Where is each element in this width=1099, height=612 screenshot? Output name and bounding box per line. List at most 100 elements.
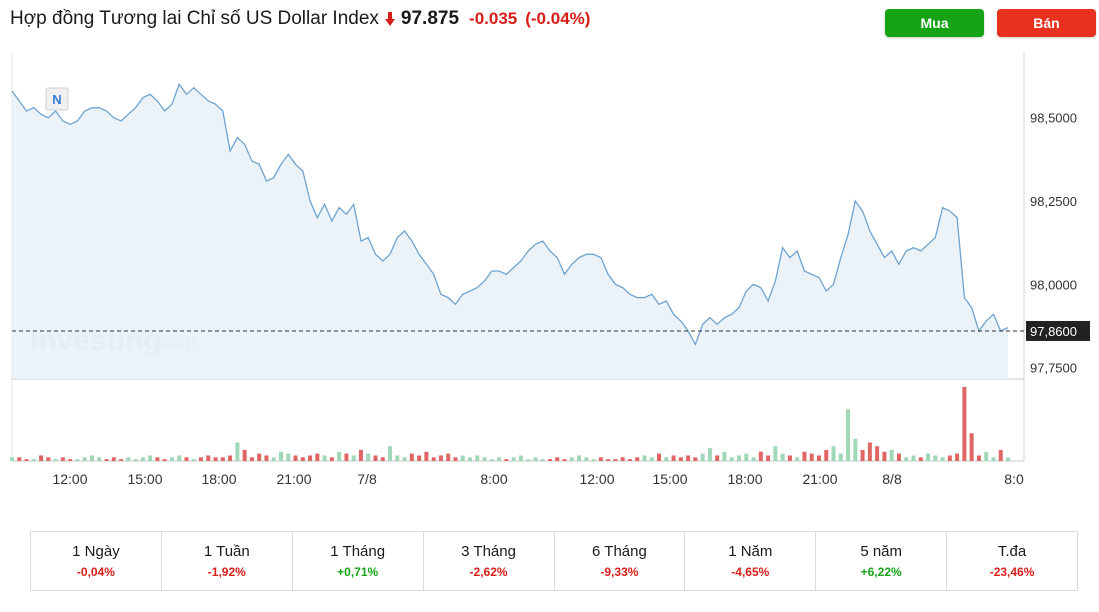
volume-bar	[853, 438, 858, 461]
volume-bar	[184, 457, 189, 461]
volume-bar	[693, 457, 698, 461]
volume-bar	[889, 449, 894, 461]
volume-bar	[1006, 457, 1010, 461]
volume-bar	[606, 459, 611, 461]
volume-bar	[358, 449, 363, 461]
volume-bar	[104, 459, 109, 461]
period-3m[interactable]: 3 Tháng -2,62%	[424, 532, 555, 590]
period-1m[interactable]: 1 Tháng +0,71%	[293, 532, 424, 590]
volume-bar	[140, 457, 145, 461]
volume-bar	[635, 457, 640, 461]
volume-bar	[148, 455, 153, 461]
volume-bar	[17, 457, 22, 461]
volume-bar	[620, 457, 625, 461]
volume-bar	[867, 442, 872, 461]
x-tick-label: 15:00	[652, 471, 687, 487]
volume-bar	[482, 457, 487, 461]
volume-bar	[758, 451, 763, 461]
sell-button[interactable]: Bán	[997, 9, 1096, 37]
volume-bar	[962, 387, 967, 461]
price-chart[interactable]: Investing.com97,860098,500098,250098,000…	[0, 0, 1099, 500]
volume-bar	[649, 457, 654, 461]
volume-bar	[947, 455, 952, 461]
volume-bar	[453, 457, 458, 461]
volume-bar	[191, 459, 196, 461]
volume-bar	[278, 451, 283, 461]
news-marker-label: N	[52, 92, 61, 107]
x-tick-label: 8/8	[882, 471, 902, 487]
volume-bar	[555, 457, 560, 461]
x-tick-label: 18:00	[201, 471, 236, 487]
y-tick-label: 98,0000	[1030, 277, 1077, 292]
volume-bar	[795, 457, 800, 461]
volume-bar	[271, 457, 276, 461]
volume-bar	[911, 455, 916, 461]
volume-bar	[526, 459, 531, 461]
period-1y[interactable]: 1 Năm -4,65%	[685, 532, 817, 590]
volume-bar	[468, 457, 473, 461]
volume-bar	[60, 457, 65, 461]
volume-bar	[111, 457, 116, 461]
period-value: -1,92%	[207, 565, 246, 579]
buy-button[interactable]: Mua	[885, 9, 984, 37]
volume-bar	[206, 455, 211, 461]
volume-bar	[249, 457, 254, 461]
volume-bar	[220, 457, 225, 461]
volume-bar	[627, 459, 632, 461]
volume-bar	[787, 455, 792, 461]
volume-bar	[729, 457, 734, 461]
volume-bar	[235, 442, 240, 461]
volume-bar	[89, 455, 94, 461]
period-6m[interactable]: 6 Tháng -9,33%	[555, 532, 686, 590]
period-5y[interactable]: 5 năm +6,22%	[816, 532, 948, 590]
period-1w[interactable]: 1 Tuần -1,92%	[162, 532, 293, 590]
volume-bar	[322, 455, 327, 461]
price-change-pct: (-0.04%)	[525, 9, 591, 28]
volume-bar	[199, 457, 204, 461]
period-1d[interactable]: 1 Ngày -0,04%	[31, 532, 162, 590]
volume-bar	[344, 453, 349, 461]
volume-bar	[402, 457, 407, 461]
volume-bar	[664, 457, 669, 461]
volume-bar	[213, 457, 218, 461]
volume-bar	[351, 455, 356, 461]
volume-bar	[446, 453, 451, 461]
period-label: 1 Tháng	[330, 543, 386, 560]
price-change: -0.035	[469, 9, 518, 28]
volume-bar	[337, 451, 342, 461]
volume-bar	[824, 449, 829, 461]
period-value: -0,04%	[76, 565, 115, 579]
volume-bar	[984, 451, 989, 461]
period-label: 6 Tháng	[592, 543, 647, 560]
volume-bar	[329, 457, 334, 461]
y-tick-label: 98,5000	[1030, 111, 1077, 126]
volume-bar	[875, 446, 880, 461]
period-label: T.đa	[997, 543, 1027, 560]
volume-bar	[955, 453, 960, 461]
period-max[interactable]: T.đa -23,46%	[947, 532, 1077, 590]
volume-bar	[75, 459, 80, 461]
volume-bar	[991, 457, 996, 461]
volume-bar	[860, 449, 865, 461]
performance-periods: 1 Ngày -0,04% 1 Tuần -1,92% 1 Tháng +0,71% …	[30, 531, 1078, 591]
arrow-down-icon	[384, 12, 395, 26]
volume-bar	[475, 455, 480, 461]
period-value: +0,71%	[337, 565, 379, 579]
volume-bar	[744, 453, 749, 461]
volume-bar	[540, 459, 545, 461]
x-tick-label: 7/8	[357, 471, 377, 487]
volume-bar	[809, 453, 814, 461]
period-label: 5 năm	[860, 543, 903, 560]
volume-bar	[700, 453, 705, 461]
x-tick-label: 21:00	[802, 471, 837, 487]
volume-bar	[831, 446, 836, 461]
volume-bar	[373, 455, 378, 461]
volume-bar	[119, 459, 124, 461]
volume-bar	[816, 455, 821, 461]
news-marker	[45, 87, 69, 111]
volume-bar	[133, 459, 138, 461]
volume-bar	[838, 453, 843, 461]
period-label: 3 Tháng	[461, 543, 516, 560]
volume-bar	[998, 449, 1003, 461]
volume-bar	[547, 459, 552, 461]
